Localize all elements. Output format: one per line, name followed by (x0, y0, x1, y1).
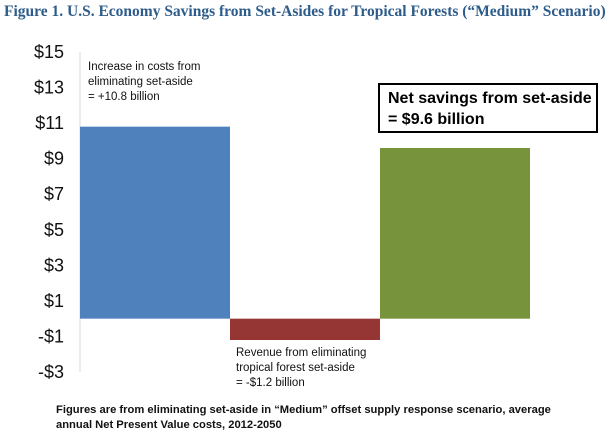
y-axis: $15 $13 $11 $9 $7 $5 $3 $1 -$1 -$3 (34, 42, 81, 382)
increase-annotation-line: eliminating set-aside (88, 76, 193, 88)
footnote-line: annual Net Present Value costs, 2012-205… (56, 419, 282, 431)
bar (230, 318, 380, 340)
bar (80, 126, 230, 319)
increase-annotation: Increase in costs from eliminating set-a… (88, 60, 238, 105)
y-tick-label: -$1 (38, 326, 64, 346)
net-savings-line: = $9.6 billion (388, 111, 485, 128)
net-savings-callout: Net savings from set-aside = $9.6 billio… (378, 83, 598, 133)
waterfall-chart: $15 $13 $11 $9 $7 $5 $3 $1 -$1 -$3 (34, 42, 530, 382)
increase-annotation-line: = +10.8 billion (88, 91, 160, 103)
figure-title: Figure 1. U.S. Economy Savings from Set-… (4, 3, 606, 20)
increase-annotation-line: Increase in costs from (88, 61, 201, 73)
bar (380, 148, 530, 319)
revenue-annotation: Revenue from eliminating tropical forest… (236, 346, 396, 391)
revenue-annotation-line: Revenue from eliminating (236, 347, 367, 359)
footnote-line: Figures are from eliminating set-aside i… (56, 404, 551, 416)
bars (80, 126, 530, 340)
y-tick-label: $11 (35, 113, 64, 133)
y-tick-label: $3 (44, 255, 64, 275)
y-tick-label: $15 (34, 42, 64, 62)
net-savings-line: Net savings from set-aside (388, 90, 592, 107)
revenue-annotation-line: tropical forest set-aside (236, 362, 355, 374)
footnote: Figures are from eliminating set-aside i… (56, 403, 606, 433)
y-tick-label: -$3 (38, 362, 64, 382)
y-tick-label: $5 (44, 220, 64, 240)
y-tick-label: $9 (44, 149, 64, 169)
y-tick-label: $1 (44, 291, 64, 311)
y-tick-label: $7 (44, 184, 64, 204)
y-tick-label: $13 (34, 78, 64, 98)
revenue-annotation-line: = -$1.2 billion (236, 377, 305, 389)
